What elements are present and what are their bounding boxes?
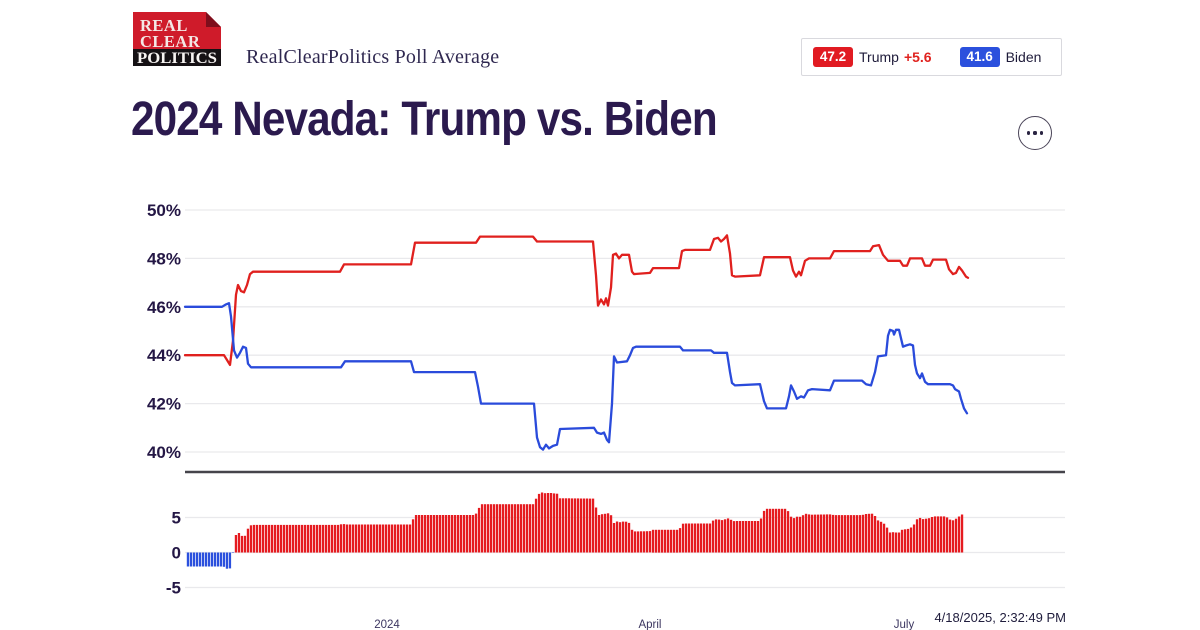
- svg-text:48%: 48%: [147, 249, 181, 268]
- biden-line: [183, 302, 969, 451]
- svg-text:0: 0: [172, 544, 181, 563]
- trump-lead-value: +5.6: [903, 49, 932, 65]
- svg-text:42%: 42%: [147, 395, 181, 414]
- logo-line-politics: POLITICS: [137, 50, 217, 66]
- svg-text:5: 5: [172, 509, 181, 528]
- logo-black-strip: [133, 49, 221, 66]
- ellipsis-icon: [1027, 131, 1043, 135]
- timestamp: 4/18/2025, 2:32:49 PM: [934, 610, 1066, 625]
- x-axis: 2024 April July: [374, 619, 914, 630]
- svg-text:44%: 44%: [147, 346, 181, 365]
- trump-line: [183, 234, 970, 367]
- logo-line-clear: CLEAR: [140, 32, 201, 51]
- svg-text:46%: 46%: [147, 298, 181, 317]
- rcp-logo[interactable]: REAL CLEAR POLITICS: [133, 12, 221, 66]
- biden-label: Biden: [1005, 49, 1042, 65]
- more-options-button[interactable]: [1018, 116, 1052, 150]
- spread-bars: [186, 492, 964, 569]
- svg-text:2024: 2024: [374, 619, 400, 630]
- svg-text:40%: 40%: [147, 443, 181, 462]
- trump-label: Trump: [859, 49, 899, 65]
- main-y-axis: 50% 48% 46% 44% 42% 40%: [147, 201, 1065, 462]
- page-title: 2024 Nevada: Trump vs. Biden: [131, 93, 718, 146]
- poll-legend: 47.2 Trump +5.6 41.6 Biden: [801, 38, 1062, 76]
- svg-text:April: April: [638, 619, 661, 630]
- logo-line-real: REAL: [140, 16, 188, 35]
- biden-value-badge: 41.6: [959, 47, 1000, 67]
- logo-fold-icon: [206, 12, 221, 27]
- svg-text:-5: -5: [166, 579, 181, 598]
- poll-average-label: RealClearPolitics Poll Average: [246, 46, 500, 68]
- trump-value-badge: 47.2: [813, 47, 853, 67]
- svg-text:50%: 50%: [147, 201, 181, 220]
- svg-text:July: July: [894, 619, 915, 630]
